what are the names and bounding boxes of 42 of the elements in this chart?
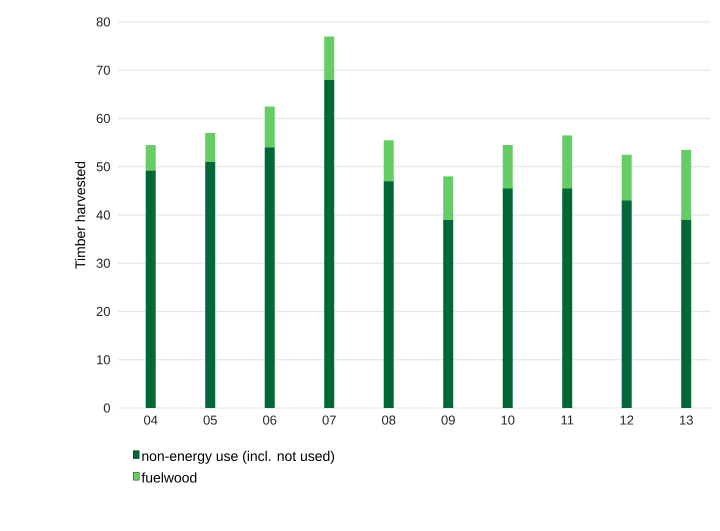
y-axis-title: Timber harvested xyxy=(74,162,86,269)
bar xyxy=(384,181,394,408)
bar xyxy=(502,145,513,188)
y-tick-label: 10 xyxy=(97,355,110,364)
bar xyxy=(146,170,156,408)
y-tick-label: 50 xyxy=(96,162,110,172)
bar xyxy=(324,36,334,80)
bar xyxy=(384,140,394,182)
y-tick-label: 0 xyxy=(104,403,110,413)
x-tick-label: 12 xyxy=(620,416,634,425)
x-tick-label: 05 xyxy=(204,416,217,425)
bar xyxy=(622,200,632,408)
x-tick-label: 04 xyxy=(144,416,158,425)
bar xyxy=(264,147,275,408)
y-tick-label: 60 xyxy=(96,114,110,124)
bar xyxy=(681,150,692,220)
bar xyxy=(324,80,334,408)
x-tick-label: 07 xyxy=(322,416,336,425)
bar xyxy=(205,132,216,162)
bar xyxy=(443,176,454,220)
legend-label: non-energy use (incl. not used) xyxy=(142,450,334,464)
x-tick-label: 09 xyxy=(442,416,455,425)
bar xyxy=(681,220,692,408)
x-tick-label: 08 xyxy=(382,416,396,425)
bar xyxy=(562,188,572,408)
bar xyxy=(562,135,572,188)
x-tick-label: 13 xyxy=(680,416,693,425)
y-tick-label: 30 xyxy=(96,258,110,268)
bar xyxy=(205,162,216,408)
y-tick-label: 70 xyxy=(96,66,110,75)
y-tick-label: 40 xyxy=(96,210,110,220)
bar xyxy=(443,220,454,408)
bar xyxy=(502,188,513,408)
x-tick-label: 11 xyxy=(561,416,574,424)
x-tick-label: 06 xyxy=(263,416,276,425)
y-tick-label: 20 xyxy=(96,306,110,316)
legend-label: fuelwood xyxy=(142,472,196,483)
bar xyxy=(146,145,156,171)
y-tick-label: 80 xyxy=(96,17,110,27)
bar xyxy=(622,154,632,201)
x-tick-label: 10 xyxy=(502,416,514,425)
bar xyxy=(264,106,275,148)
